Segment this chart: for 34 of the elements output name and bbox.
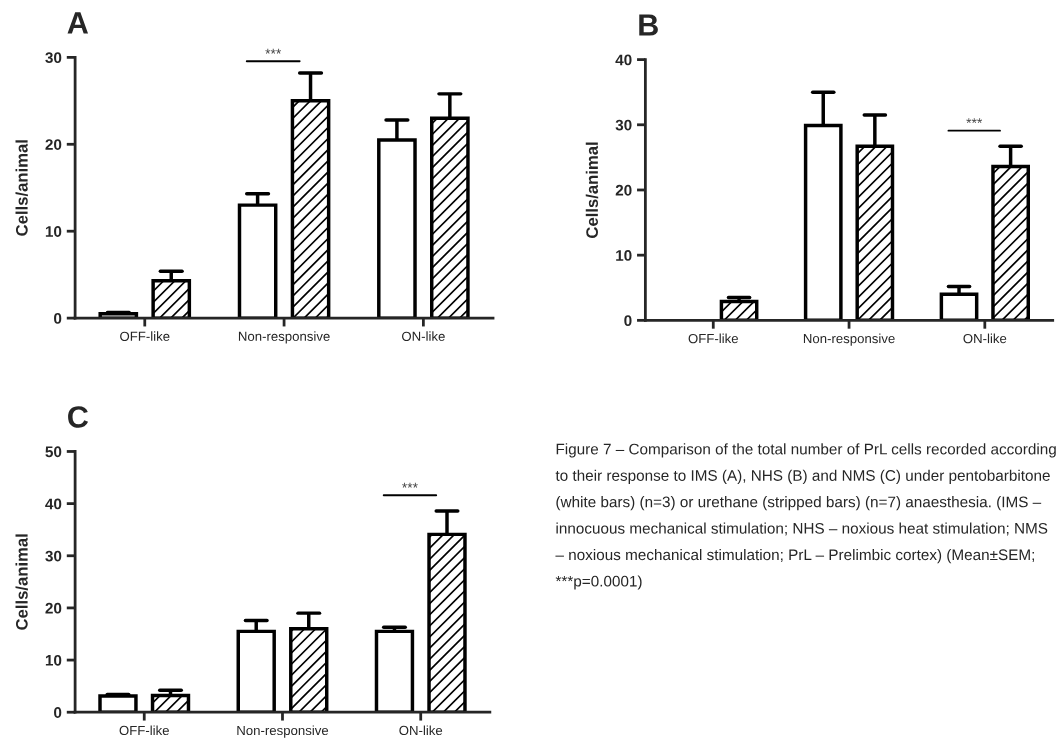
x-tick-label: Non-responsive (238, 331, 330, 344)
y-axis-title: Cells/animal (15, 534, 28, 630)
x-tick-label: Non-responsive (803, 333, 895, 346)
x-tick-label: ON-like (402, 331, 445, 341)
x-tick-label: Non-responsive (237, 725, 329, 738)
y-tick-label: 40 (45, 498, 62, 510)
y-axis-title: Cells/animal (15, 140, 28, 236)
y-tick-label: 50 (45, 446, 62, 458)
y-tick-label: 30 (45, 52, 62, 64)
y-tick-label: 10 (616, 250, 632, 261)
annotation: *** (402, 482, 418, 488)
y-tick-label: 40 (615, 54, 632, 66)
y-axis-title: Cells/animal (585, 142, 599, 238)
y-tick-label: 0 (624, 315, 632, 327)
x-tick-label: OFF-like (688, 333, 738, 344)
x-tick-label: ON-like (399, 725, 443, 736)
y-tick-label: 30 (45, 550, 62, 562)
y-tick-label: 30 (615, 119, 632, 131)
y-tick-label: 0 (54, 707, 62, 718)
x-tick-label: OFF-like (120, 331, 170, 341)
annotation: *** (966, 118, 983, 124)
y-tick-label: 20 (45, 602, 62, 614)
x-tick-label: ON-like (963, 333, 1007, 344)
y-tick-label: 0 (54, 312, 62, 324)
chart-title: C (68, 406, 89, 428)
x-tick-label: OFF-like (119, 725, 169, 736)
chart-title: A (67, 12, 89, 34)
y-tick-label: 20 (45, 139, 62, 150)
y-tick-label: 10 (45, 654, 62, 666)
text: *** (265, 48, 282, 54)
y-tick-label: 20 (615, 184, 632, 196)
chart-title: B (639, 14, 658, 36)
y-tick-label: 10 (45, 226, 62, 237)
caption: Figure 7 – Comparison of the total number of PrL cells recorded according to their response to IMS (A), NHS (B) and NMS (C) under pentobarbitone (white bars) (n=3) or urethane (stripped bars) (n=7) anaesthesia. (IMS – innocuous mechanical stimulation; NHS – noxious heat stimulation; NMS – noxious mechanical stimulation; PrL – Prelimbic cortex) (Mean±SEM; ***p=0.0001) (555, 443, 1056, 590)
